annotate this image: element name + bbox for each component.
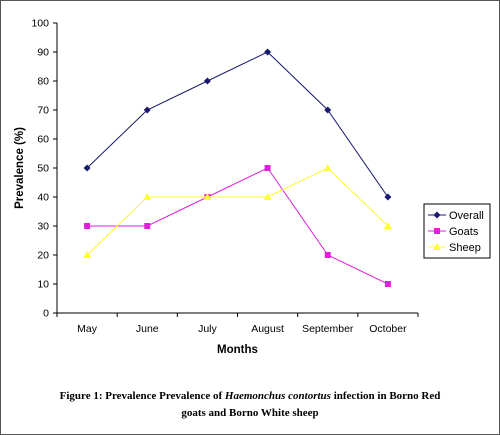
data-point-sheep [203, 193, 212, 200]
data-point-overall [143, 106, 151, 114]
x-tick-label: October [369, 323, 407, 335]
y-tick-label: 100 [31, 18, 49, 30]
data-point-overall [384, 193, 392, 201]
data-point-goats [84, 223, 91, 229]
y-tick-label: 30 [37, 221, 49, 233]
y-tick-label: 0 [43, 308, 49, 320]
caption-species: Haemonchus contortus [224, 390, 331, 402]
series-overall [83, 48, 392, 201]
caption-prefix: Figure 1: Prevalence Prevalence of [59, 390, 225, 402]
legend-item-sheep: Sheep [428, 242, 481, 254]
series-goats [84, 165, 391, 287]
x-tick-label: May [77, 323, 98, 335]
data-point-goats [324, 252, 331, 258]
data-point-overall [324, 106, 332, 114]
x-tick-label: June [136, 323, 159, 335]
legend-label-overall: Overall [449, 210, 484, 222]
data-point-overall [203, 77, 211, 85]
legend-item-overall: Overall [428, 210, 484, 222]
data-point-overall [83, 164, 91, 172]
y-tick-label: 80 [37, 76, 49, 88]
y-tick-label: 60 [37, 134, 49, 146]
data-point-sheep [263, 193, 272, 200]
x-axis-title: Months [217, 344, 258, 356]
y-tick-label: 10 [37, 279, 49, 291]
caption-suffix: infection in Borno Red [330, 390, 441, 402]
legend-marker-sheep [433, 243, 441, 250]
data-point-sheep [383, 222, 392, 229]
x-tick-label: September [302, 323, 354, 335]
figure-caption: Figure 1: Prevalence Prevalence of Haemo… [40, 388, 460, 422]
x-tick-label: July [198, 323, 217, 335]
series-line-sheep [86, 167, 389, 256]
data-point-sheep [143, 193, 152, 200]
data-point-sheep [83, 251, 92, 258]
data-point-overall [264, 48, 272, 56]
legend-marker-overall [433, 211, 441, 219]
legend-label-sheep: Sheep [449, 242, 481, 254]
series-line-overall [86, 51, 389, 198]
legend-label-goats: Goats [449, 226, 479, 238]
y-tick-label: 20 [37, 250, 49, 262]
legend: Overall Goats Sheep [423, 203, 491, 259]
data-point-sheep [323, 164, 332, 171]
caption-line2: goats and Borno White sheep [181, 407, 319, 419]
axes: 0 10 20 30 40 50 60 70 80 90 100 May June July August S… [31, 18, 419, 335]
data-point-goats [144, 223, 151, 229]
y-tick-label: 70 [37, 105, 49, 117]
data-point-goats [264, 165, 271, 171]
series-line-goats [87, 167, 389, 285]
y-tick-label: 90 [37, 47, 49, 59]
series-sheep [83, 164, 392, 258]
y-axis-title: Prevalence (%) [14, 127, 26, 209]
legend-item-goats: Goats [428, 226, 479, 238]
y-tick-label: 50 [37, 163, 49, 175]
data-point-goats [384, 281, 391, 287]
x-tick-label: August [251, 323, 284, 335]
series-layer [83, 48, 392, 287]
legend-marker-goats [434, 228, 440, 234]
y-tick-label: 40 [37, 192, 49, 204]
